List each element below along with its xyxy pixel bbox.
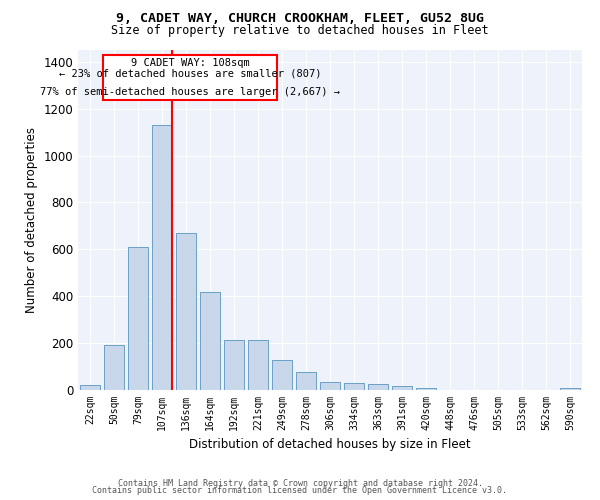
Bar	[248, 340, 268, 390]
Y-axis label: Number of detached properties: Number of detached properties	[25, 127, 38, 313]
Bar	[200, 292, 220, 390]
Bar	[416, 388, 436, 390]
Bar	[80, 386, 100, 390]
Text: Size of property relative to detached houses in Fleet: Size of property relative to detached ho…	[111, 24, 489, 37]
X-axis label: Distribution of detached houses by size in Fleet: Distribution of detached houses by size …	[189, 438, 471, 452]
Text: 77% of semi-detached houses are larger (2,667) →: 77% of semi-detached houses are larger (…	[40, 87, 340, 97]
Bar	[224, 340, 244, 390]
Bar	[560, 388, 580, 390]
Bar	[176, 233, 196, 390]
Bar	[392, 386, 412, 390]
Bar	[368, 384, 388, 390]
Bar	[104, 346, 124, 390]
Bar	[320, 382, 340, 390]
Bar	[152, 125, 172, 390]
Text: 9 CADET WAY: 108sqm: 9 CADET WAY: 108sqm	[131, 58, 250, 68]
Bar	[344, 383, 364, 390]
Text: Contains public sector information licensed under the Open Government Licence v3: Contains public sector information licen…	[92, 486, 508, 495]
FancyBboxPatch shape	[103, 54, 277, 100]
Text: ← 23% of detached houses are smaller (807): ← 23% of detached houses are smaller (80…	[59, 68, 322, 78]
Bar	[272, 360, 292, 390]
Bar	[128, 247, 148, 390]
Bar	[296, 372, 316, 390]
Text: Contains HM Land Registry data © Crown copyright and database right 2024.: Contains HM Land Registry data © Crown c…	[118, 478, 482, 488]
Text: 9, CADET WAY, CHURCH CROOKHAM, FLEET, GU52 8UG: 9, CADET WAY, CHURCH CROOKHAM, FLEET, GU…	[116, 12, 484, 26]
